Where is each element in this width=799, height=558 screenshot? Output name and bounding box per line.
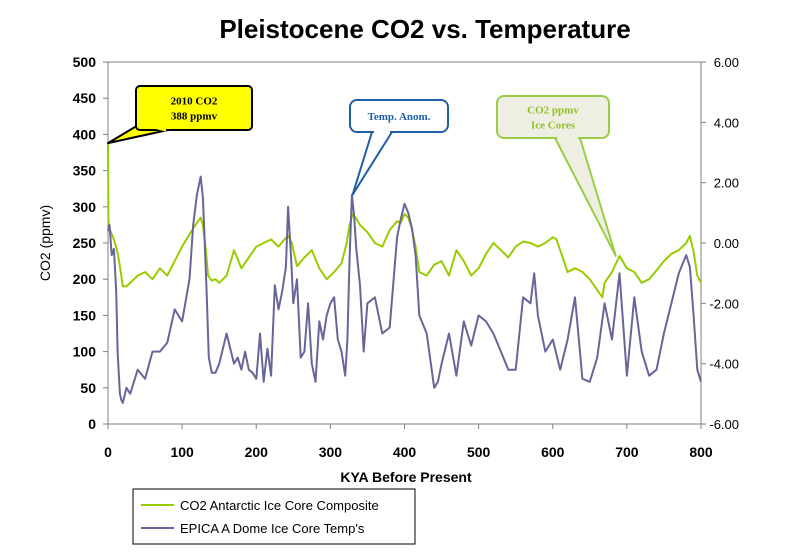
callout-text: 2010 CO2 (171, 96, 218, 108)
x-axis-ticks: 0 100 200 300 400 500 600 700 800 (104, 424, 713, 460)
legend-box (132, 488, 416, 545)
callout-text: Ice Cores (531, 120, 576, 132)
callout-box (135, 85, 253, 131)
y-axis-ticks: 0 50 100 150 200 250 300 350 400 450 500 (73, 54, 108, 432)
series-layer (107, 143, 702, 404)
y-axis-label: CO2 (ppmv) (37, 205, 53, 281)
callout-text: CO2 ppmv (527, 105, 579, 117)
annotation-layer: 2010 CO2 388 ppmv Temp. Anom. CO2 ppmv Ice C… (107, 85, 617, 257)
legend: CO2 Antarctic Ice Core Composite EPICA A… (132, 488, 416, 545)
y2-tick-label: 4.00 (714, 115, 739, 130)
series-line-co2 (107, 143, 702, 299)
y-tick-label: 250 (73, 235, 97, 251)
callout-co2-2010: 2010 CO2 388 ppmv (107, 85, 253, 145)
y-tick-label: 50 (80, 380, 96, 396)
x-tick-label: 700 (615, 444, 639, 460)
x-tick-label: 400 (393, 444, 417, 460)
y-tick-label: 100 (73, 344, 97, 360)
y-tick-label: 0 (88, 416, 96, 432)
callout-temp-anom: Temp. Anom. (349, 99, 449, 196)
x-tick-label: 300 (319, 444, 343, 460)
x-tick-label: 500 (467, 444, 491, 460)
series-line-temp (107, 175, 702, 404)
y2-tick-label: 6.00 (714, 55, 739, 70)
legend-label-co2: CO2 Antarctic Ice Core Composite (180, 498, 379, 513)
y2-tick-label: 0.00 (714, 236, 739, 251)
callout-co2-ice-cores: CO2 ppmv Ice Cores (496, 95, 617, 257)
x-tick-label: 200 (245, 444, 269, 460)
chart-title: Pleistocene CO2 vs. Temperature (219, 14, 630, 44)
y-tick-label: 500 (73, 54, 97, 70)
callout-box (496, 95, 610, 139)
y-tick-label: 450 (73, 90, 97, 106)
y-tick-label: 150 (73, 307, 97, 323)
y-tick-label: 300 (73, 199, 97, 215)
x-tick-label: 0 (104, 444, 112, 460)
x-tick-label: 100 (170, 444, 194, 460)
x-tick-label: 800 (689, 444, 713, 460)
callout-text: Temp. Anom. (368, 111, 431, 123)
y2-tick-label: -2.00 (709, 296, 739, 311)
y2-tick-label: 2.00 (714, 176, 739, 191)
y2-tick-label: -4.00 (709, 357, 739, 372)
y2-tick-label: -6.00 (709, 417, 739, 432)
y-tick-label: 350 (73, 163, 97, 179)
x-tick-label: 600 (541, 444, 565, 460)
callout-box (349, 99, 449, 133)
y2-axis-ticks: -6.00 -4.00 -2.00 0.00 2.00 4.00 6.00 (701, 55, 739, 432)
y-tick-label: 200 (73, 271, 97, 287)
legend-label-temp: EPICA A Dome Ice Core Temp's (180, 521, 365, 536)
x-axis-label: KYA Before Present (340, 469, 472, 485)
callout-text: 388 ppmv (171, 111, 218, 123)
y-tick-label: 400 (73, 126, 97, 142)
